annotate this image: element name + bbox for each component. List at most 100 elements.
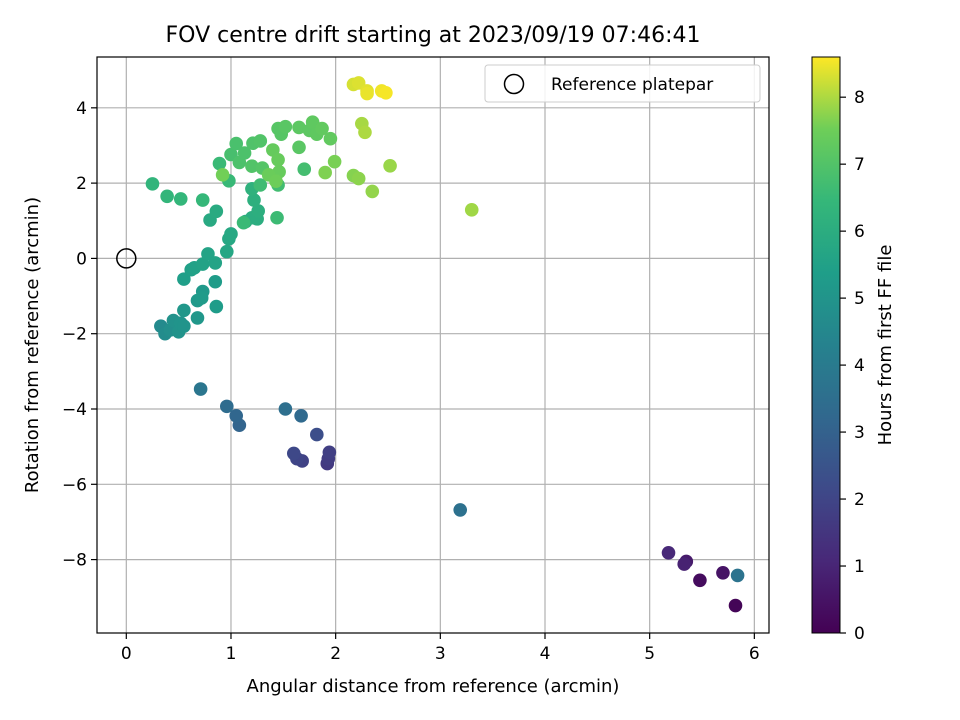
x-tick-label: 4 (540, 644, 551, 664)
plot-frame (96, 56, 770, 634)
data-point (229, 136, 244, 151)
x-axis-ticks: 0 1 2 3 4 5 6 (121, 633, 760, 664)
data-point (251, 204, 265, 218)
data-point (677, 557, 692, 571)
data-point (160, 189, 174, 204)
data-point (318, 165, 332, 180)
data-point (253, 178, 268, 192)
colorbar-tick-label: 6 (854, 222, 865, 242)
legend-label: Reference platepar (551, 75, 713, 95)
data-point (323, 131, 338, 146)
data-point (194, 291, 209, 305)
data-point (310, 427, 324, 442)
x-tick-label: 5 (644, 644, 655, 664)
colorbar-tick-label: 5 (854, 289, 865, 309)
data-point (716, 565, 730, 580)
data-point (219, 399, 234, 414)
colorbar-tick-label: 3 (854, 423, 865, 443)
colorbar-ticks: 0 1 2 3 4 5 6 7 8 (840, 88, 865, 644)
colorbar-gradient (811, 56, 841, 634)
data-point (269, 174, 283, 189)
data-point (464, 203, 479, 217)
data-point (215, 168, 230, 182)
y-tick-label: 0 (76, 249, 87, 269)
data-point (661, 546, 676, 560)
data-point (286, 446, 301, 461)
data-point (219, 244, 234, 259)
y-tick-label: 2 (76, 174, 87, 194)
reference-marker-layer (116, 248, 137, 269)
legend: Reference platepar (484, 64, 761, 103)
data-point (212, 156, 227, 171)
y-axis-label: Rotation from reference (arcmin) (22, 197, 43, 493)
data-point (177, 319, 191, 333)
data-point (208, 256, 223, 270)
data-point (358, 125, 372, 140)
data-point (247, 193, 261, 207)
x-axis-label: Angular distance from reference (arcmin) (247, 676, 620, 697)
data-point (201, 247, 215, 261)
colorbar-tick-label: 1 (854, 557, 865, 577)
legend-box (484, 64, 761, 103)
data-point (453, 503, 468, 517)
colorbar-tick-label: 0 (854, 624, 865, 644)
data-point (253, 134, 268, 148)
data-point (270, 210, 284, 225)
colorbar-label: Hours from first FF file (875, 245, 896, 446)
data-point (292, 140, 306, 155)
data-point (278, 119, 293, 134)
data-point (728, 598, 743, 613)
x-tick-label: 1 (226, 644, 237, 664)
data-point (360, 86, 374, 101)
data-point (229, 408, 244, 423)
y-tick-label: −2 (62, 325, 87, 345)
data-point (193, 382, 208, 396)
data-point (173, 192, 188, 206)
data-point (177, 272, 191, 286)
data-point (145, 177, 160, 191)
data-point (294, 408, 308, 423)
legend-reference-marker (503, 73, 525, 95)
data-point (327, 154, 342, 169)
data-point (365, 184, 380, 199)
data-point (177, 303, 191, 318)
data-point (730, 568, 745, 583)
colorbar-tick-label: 8 (854, 88, 865, 108)
data-point (209, 299, 224, 314)
data-point (190, 311, 205, 325)
data-point (209, 204, 224, 219)
data-point (693, 573, 707, 588)
data-point (237, 146, 252, 160)
data-point (322, 445, 337, 460)
data-point (278, 402, 293, 416)
colorbar-tick-label: 2 (854, 490, 865, 510)
y-axis-ticks: −8 −6 −4 −2 0 2 4 (62, 99, 97, 571)
data-point (195, 193, 210, 207)
x-tick-label: 0 (121, 644, 132, 664)
x-tick-label: 2 (330, 644, 341, 664)
y-tick-label: −8 (62, 551, 87, 571)
data-point (271, 152, 285, 167)
data-point (297, 162, 312, 176)
data-point (379, 85, 393, 100)
colorbar-tick-label: 4 (854, 356, 865, 376)
scatter-points (145, 76, 745, 613)
data-point (351, 171, 366, 186)
data-point (315, 121, 329, 136)
x-tick-label: 3 (435, 644, 446, 664)
y-tick-label: 4 (76, 99, 87, 119)
data-point (224, 227, 238, 241)
chart-title: FOV centre drift starting at 2023/09/19 … (166, 23, 701, 48)
colorbar-tick-label: 7 (854, 155, 865, 175)
data-point (195, 257, 210, 271)
data-point (208, 274, 223, 289)
y-tick-label: −4 (62, 400, 87, 420)
x-tick-label: 6 (749, 644, 760, 664)
data-point (236, 215, 251, 230)
y-tick-label: −6 (62, 475, 87, 495)
data-point (383, 159, 397, 173)
reference-platepar-marker (116, 248, 137, 269)
colorbar: 0 1 2 3 4 5 6 7 8 Hours from first FF file (811, 56, 896, 644)
data-point (292, 120, 306, 135)
